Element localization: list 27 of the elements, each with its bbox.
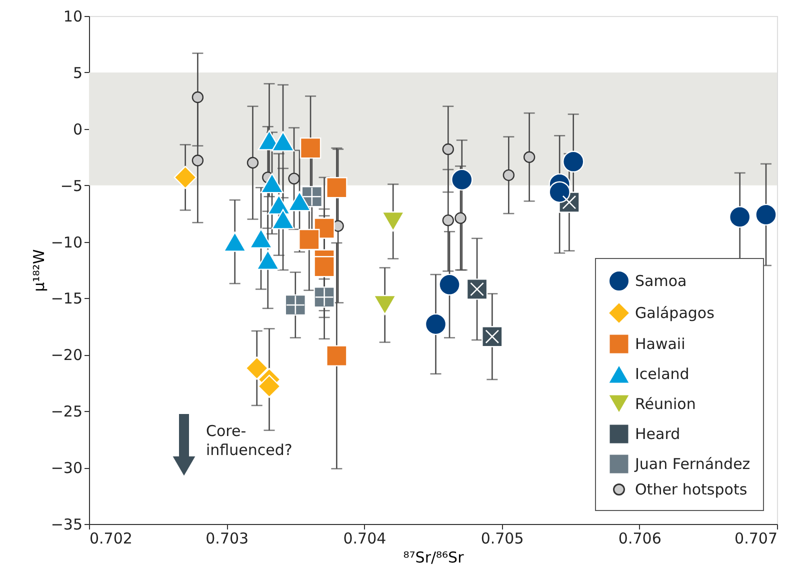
y-tick-label: 0 [72,120,82,138]
y-tick-label: −5 [60,176,82,195]
x-tick-label: 0.703 [206,530,249,548]
y-tick-label: 10 [63,8,82,26]
y-tick-label: −25 [50,402,82,421]
x-tick-label: 0.707 [734,530,778,548]
legend-label: Samoa [635,272,687,290]
y-tick-label: −15 [50,290,82,308]
legend-label: Réunion [635,395,696,413]
y-axis-title: μ¹⁸²W [30,249,48,292]
legend-label: Galápagos [635,304,715,322]
legend-label: Other hotspots [635,480,748,498]
y-tick-label: −30 [50,459,82,478]
x-axis-title: ⁸⁷Sr/⁸⁶Sr [403,548,465,566]
legend-label: Hawaii [635,335,686,353]
x-tick-label: 0.704 [343,530,386,548]
x-tick-label: 0.702 [90,530,132,548]
legend-label: Heard [635,425,680,443]
legend-label: Iceland [635,365,690,383]
y-tick-label: −35 [50,516,82,534]
x-tick-label: 0.706 [618,530,662,548]
y-tick-label: −10 [50,233,82,252]
y-tick-label: 5 [72,64,82,82]
annotation: Core- influenced? [206,422,292,459]
y-tick-label: −20 [50,346,82,364]
x-tick-label: 0.705 [480,530,524,548]
legend-label: Juan Fernández [634,455,750,473]
